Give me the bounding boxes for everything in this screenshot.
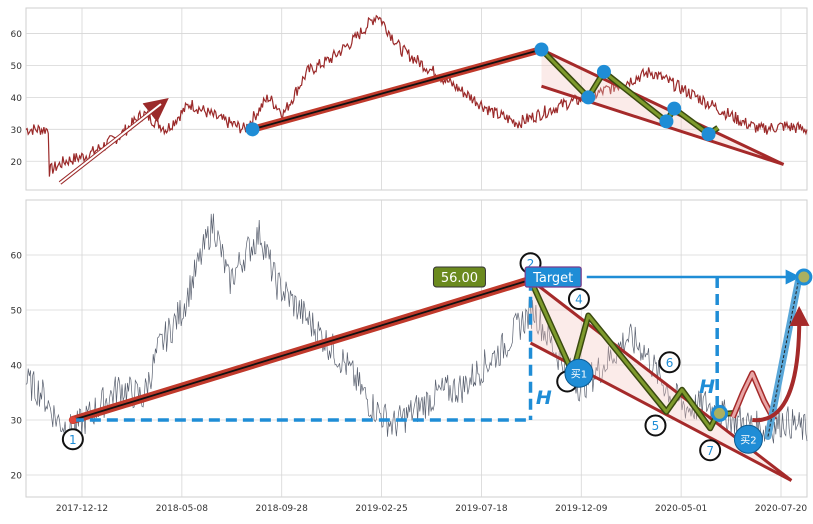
- top-panel: 20 30 40 50 60: [11, 7, 808, 191]
- pattern-marker: [534, 42, 549, 57]
- plot-frame: [25, 199, 808, 498]
- price-label-box: [432, 266, 486, 288]
- target-label: Target: [532, 271, 573, 286]
- x-tick-label: 2017-12-12: [56, 504, 108, 514]
- plot-frame: [25, 7, 808, 191]
- rising-arrow-inner: [59, 103, 162, 184]
- y-tick-label: 50: [11, 307, 23, 317]
- pattern-marker: [667, 101, 682, 116]
- point-marker: [658, 351, 681, 374]
- point-marker: [567, 288, 590, 310]
- y-tick-label: 40: [11, 94, 23, 104]
- point-label: 6: [666, 356, 674, 370]
- trend-line-core: [72, 278, 531, 421]
- point-marker: [61, 428, 84, 451]
- y-tick-label: 60: [11, 252, 23, 262]
- x-tick-label: 2020-05-01: [655, 504, 707, 514]
- y-tick-label: 30: [11, 126, 23, 136]
- buy-point-label: 买2: [740, 434, 756, 446]
- x-tick-label: 2018-05-08: [156, 504, 209, 514]
- target-label-box: [524, 266, 582, 288]
- point-label: 2: [527, 257, 535, 271]
- bottom-panel: 20 30 40 50 60 2017-12-12 2018-05-08 2018-09-28…: [11, 199, 813, 514]
- point-marker: [644, 414, 667, 437]
- height-label: H: [536, 387, 552, 409]
- start-dot: [69, 416, 77, 424]
- buy-point-marker: [564, 358, 594, 388]
- curved-arrow: [752, 306, 810, 423]
- y-tick-label: 40: [11, 362, 23, 372]
- y-tick-label: 30: [11, 417, 23, 427]
- pattern-marker: [581, 90, 596, 105]
- x-tick-label: 2020-07-20: [755, 504, 808, 514]
- point-label: 7: [706, 444, 714, 458]
- y-tick-label: 20: [11, 472, 23, 482]
- pattern-marker: [659, 114, 674, 129]
- trend-line-core: [252, 48, 542, 131]
- y-tick-label: 50: [11, 62, 23, 72]
- breakout-line-core: [767, 276, 800, 437]
- pattern-marker: [245, 122, 260, 137]
- y-tick-label: 60: [11, 30, 23, 40]
- pattern-marker: [701, 127, 716, 142]
- buy-point-marker: [733, 424, 763, 454]
- x-tick-label: 2019-07-18: [455, 504, 508, 514]
- point-label: 4: [575, 293, 583, 307]
- buy-point-label: 买1: [571, 368, 587, 380]
- x-tick-label: 2019-12-09: [555, 504, 608, 514]
- point-marker: [699, 439, 722, 462]
- x-tick-label: 2019-02-25: [355, 504, 407, 514]
- point-label: 5: [652, 419, 660, 433]
- small-marker: [795, 268, 813, 286]
- point-label: 1: [69, 433, 77, 447]
- x-tick-label: 2018-09-28: [256, 504, 309, 514]
- channel-upper-line: [540, 48, 785, 166]
- height-label: H: [699, 376, 715, 398]
- price-series: [25, 213, 808, 444]
- spike-inner: [731, 371, 776, 421]
- y-tick-label: 20: [11, 158, 23, 168]
- pattern-marker: [596, 64, 611, 79]
- small-marker: [711, 404, 729, 422]
- price-label: 56.00: [441, 271, 478, 286]
